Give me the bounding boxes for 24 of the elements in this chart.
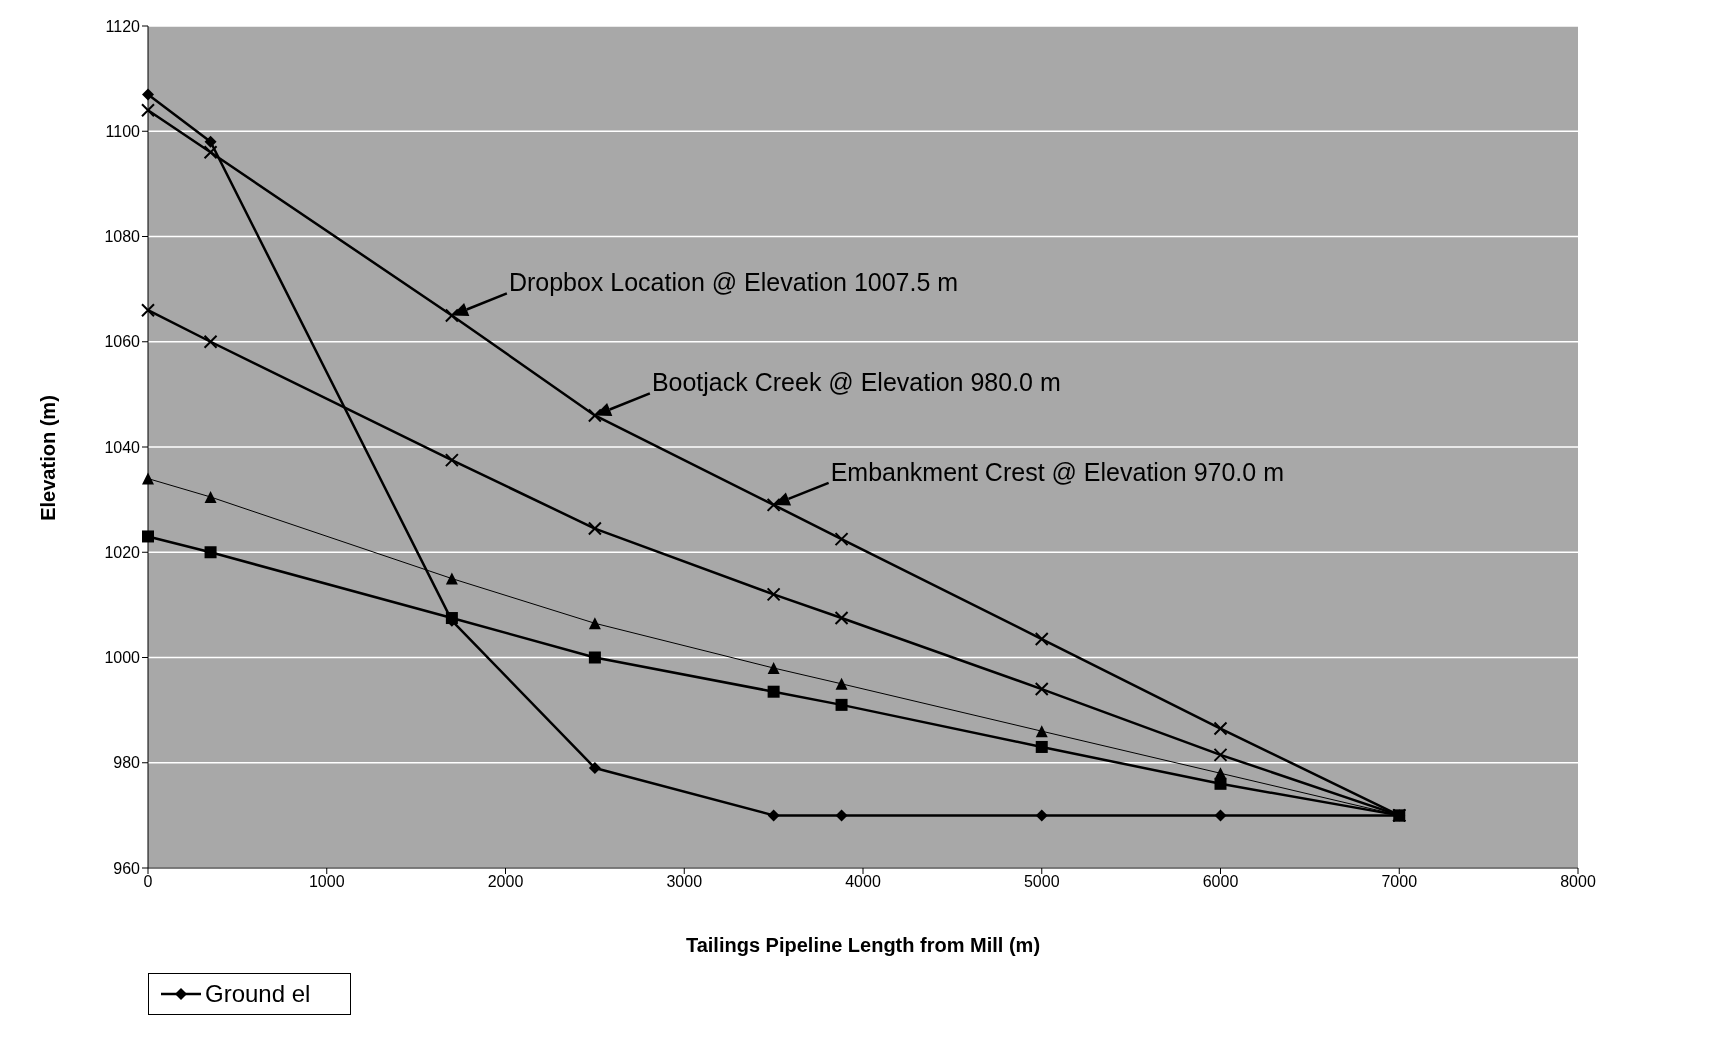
y-tick-label: 1040	[104, 438, 141, 456]
annotation: Bootjack Creek @ Elevation 980.0 m	[651, 368, 1061, 397]
x-tick-label: 6000	[1202, 873, 1239, 891]
y-tick-label: 960	[113, 859, 141, 877]
y-tick-label: 1080	[104, 228, 141, 246]
x-tick-label: 1000	[308, 873, 345, 891]
y-tick-label: 1060	[104, 333, 141, 351]
y-tick-label: 1000	[104, 649, 141, 667]
y-axis-title: Elevation (m)	[36, 395, 60, 521]
x-tick-label: 7000	[1381, 873, 1418, 891]
x-tick-label: 8000	[1560, 873, 1596, 891]
annotation: Dropbox Location @ Elevation 1007.5 m	[508, 268, 959, 297]
x-tick-label: 3000	[666, 873, 703, 891]
x-axis-title: Tailings Pipeline Length from Mill (m)	[685, 934, 1041, 957]
x-tick-label: 2000	[487, 873, 524, 891]
x-tick-label: 4000	[845, 873, 881, 891]
legend-label: Ground el	[205, 980, 311, 1008]
y-tick-label: 1020	[104, 543, 141, 561]
x-tick-label: 0	[143, 873, 153, 891]
y-tick-label: 1120	[105, 17, 141, 35]
annotation: Embankment Crest @ Elevation 970.0 m	[830, 457, 1284, 486]
y-tick-label: 1100	[105, 122, 141, 140]
x-tick-label: 5000	[1023, 873, 1060, 891]
y-tick-label: 980	[113, 754, 141, 772]
